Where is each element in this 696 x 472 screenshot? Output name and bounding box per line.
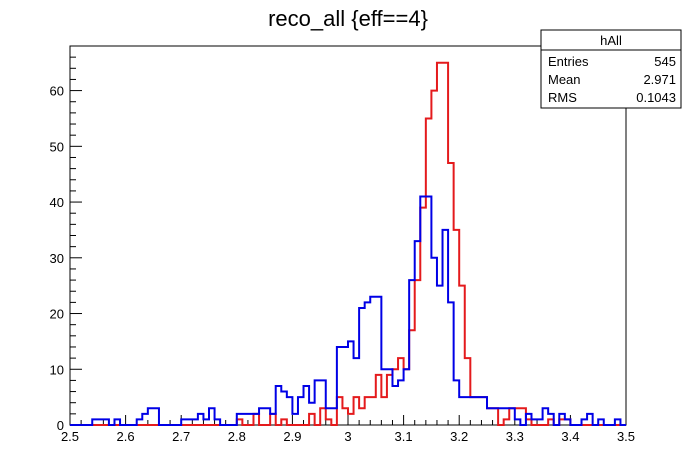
x-tick-label: 2.5 — [61, 429, 79, 444]
x-tick-label: 2.6 — [117, 429, 135, 444]
stats-label-entries: Entries — [548, 54, 589, 69]
y-axis: 0 10 20 30 40 50 60 — [50, 45, 82, 433]
x-tick-label: 2.8 — [228, 429, 246, 444]
y-tick-label: 0 — [57, 418, 64, 433]
chart-title: reco_all {eff==4} — [268, 6, 428, 31]
x-tick-label: 3.5 — [617, 429, 635, 444]
y-tick-label: 20 — [50, 307, 64, 322]
stats-label-rms: RMS — [548, 90, 577, 105]
stats-value-rms: 0.1043 — [636, 90, 676, 105]
x-tick-label: 3.1 — [395, 429, 413, 444]
x-tick-label: 2.7 — [172, 429, 190, 444]
y-tick-label: 30 — [50, 251, 64, 266]
stats-label-mean: Mean — [548, 72, 581, 87]
x-tick-label: 3.4 — [561, 429, 579, 444]
y-tick-label: 50 — [50, 139, 64, 154]
x-tick-label: 2.9 — [283, 429, 301, 444]
y-tick-label: 40 — [50, 195, 64, 210]
y-tick-label: 10 — [50, 362, 64, 377]
stats-box-frame — [540, 29, 682, 109]
stats-value-mean: 2.971 — [643, 72, 676, 87]
x-tick-label: 3.2 — [450, 429, 468, 444]
stats-box-name: hAll — [600, 33, 622, 48]
histogram-series-1 — [70, 61, 626, 426]
series-layer — [70, 61, 626, 426]
stats-box: hAll Entries 545 Mean 2.971 RMS 0.1043 — [540, 29, 682, 109]
x-tick-label: 3 — [344, 429, 351, 444]
y-tick-label: 60 — [50, 84, 64, 99]
stats-value-entries: 545 — [654, 54, 676, 69]
x-tick-label: 3.3 — [506, 429, 524, 444]
histogram-series-2 — [70, 195, 626, 426]
